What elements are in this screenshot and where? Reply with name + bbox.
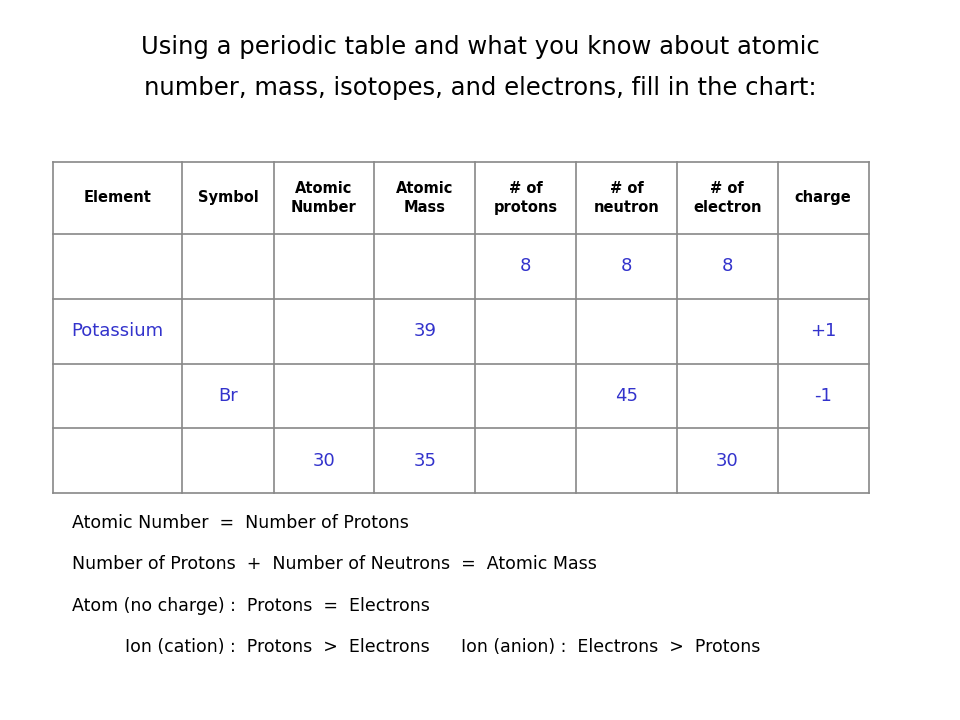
Text: Ion (cation) :  Protons  >  Electrons: Ion (cation) : Protons > Electrons bbox=[125, 637, 429, 655]
Text: Number of Protons  +  Number of Neutrons  =  Atomic Mass: Number of Protons + Number of Neutrons =… bbox=[72, 555, 597, 573]
Text: charge: charge bbox=[795, 191, 852, 205]
Text: Atomic Number  =  Number of Protons: Atomic Number = Number of Protons bbox=[72, 514, 409, 532]
Text: # of
electron: # of electron bbox=[693, 181, 761, 215]
Text: 8: 8 bbox=[520, 257, 531, 275]
Text: 30: 30 bbox=[313, 451, 335, 469]
Text: Ion (anion) :  Electrons  >  Protons: Ion (anion) : Electrons > Protons bbox=[461, 637, 760, 655]
Text: Potassium: Potassium bbox=[72, 323, 163, 340]
Text: number, mass, isotopes, and electrons, fill in the chart:: number, mass, isotopes, and electrons, f… bbox=[144, 76, 816, 100]
Text: Atomic
Number: Atomic Number bbox=[291, 181, 357, 215]
Text: Using a periodic table and what you know about atomic: Using a periodic table and what you know… bbox=[140, 35, 820, 59]
Text: Atom (no charge) :  Protons  =  Electrons: Atom (no charge) : Protons = Electrons bbox=[72, 596, 430, 614]
Text: 8: 8 bbox=[722, 257, 732, 275]
Text: +1: +1 bbox=[810, 323, 836, 340]
Text: 39: 39 bbox=[414, 323, 436, 340]
Text: # of
protons: # of protons bbox=[493, 181, 558, 215]
Text: 35: 35 bbox=[414, 451, 436, 469]
Text: Br: Br bbox=[218, 387, 238, 405]
Text: 45: 45 bbox=[615, 387, 637, 405]
Text: -1: -1 bbox=[814, 387, 832, 405]
Text: # of
neutron: # of neutron bbox=[593, 181, 660, 215]
Text: Element: Element bbox=[84, 191, 152, 205]
Text: 8: 8 bbox=[621, 257, 632, 275]
Text: Symbol: Symbol bbox=[198, 191, 258, 205]
Text: Atomic
Mass: Atomic Mass bbox=[396, 181, 453, 215]
Text: 30: 30 bbox=[716, 451, 738, 469]
